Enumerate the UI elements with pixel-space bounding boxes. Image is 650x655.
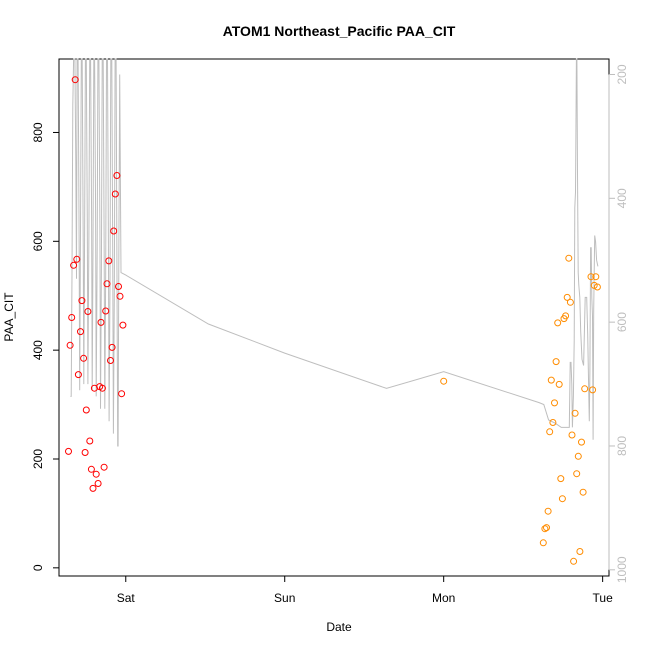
- x-axis: Sat Sun Mon Tue: [117, 575, 614, 605]
- chart-title: ATOM1 Northeast_Pacific PAA_CIT: [223, 23, 456, 39]
- data-point-series-2: [555, 380, 563, 388]
- data-point-series-2: [568, 431, 576, 439]
- y-axis: 0 200 400 600 800: [31, 122, 60, 571]
- data-point-series-1: [74, 371, 82, 379]
- y-tick-label: 200: [31, 449, 45, 469]
- data-point-series-1: [78, 297, 86, 305]
- data-point-series-2: [551, 399, 558, 407]
- depth-line: [70, 58, 599, 447]
- y-tick-label: 600: [31, 231, 45, 251]
- data-point-series-2: [541, 525, 549, 533]
- data-point-series-1: [102, 307, 110, 315]
- data-point-series-1: [77, 328, 84, 336]
- x-tick-label: Tue: [593, 591, 614, 605]
- x-tick-label: Sun: [274, 591, 295, 605]
- data-point-series-1: [115, 283, 122, 290]
- data-point-series-1: [70, 261, 78, 269]
- data-point-series-2: [579, 488, 587, 496]
- data-point-series-2: [566, 298, 574, 306]
- data-point-series-1: [84, 308, 92, 315]
- data-point-series-2: [549, 419, 557, 426]
- data-point-series-1: [98, 384, 106, 392]
- data-point-series-1: [80, 354, 88, 362]
- data-point-series-2: [574, 452, 582, 460]
- data-point-series-2: [592, 273, 600, 281]
- data-point-series-1: [116, 292, 124, 300]
- data-point-series-1: [105, 257, 113, 265]
- data-point-series-2: [576, 548, 584, 555]
- data-point-series-1: [97, 318, 105, 326]
- data-point-series-2: [546, 428, 554, 436]
- data-point-series-1: [71, 76, 79, 84]
- data-point-series-1: [86, 437, 94, 445]
- y-tick-label: 800: [31, 122, 45, 142]
- y2-tick-label: 600: [615, 312, 629, 332]
- data-point-series-1: [82, 406, 90, 414]
- y2-tick-label: 200: [615, 64, 629, 84]
- data-point-series-1: [68, 314, 76, 321]
- depth-line-layer: [70, 58, 599, 447]
- data-point-series-2: [587, 273, 595, 281]
- data-point-series-2: [578, 438, 585, 446]
- data-point-series-1: [100, 463, 108, 471]
- data-point-series-2: [544, 507, 552, 515]
- data-point-series-1: [65, 447, 72, 455]
- data-point-series-1: [111, 190, 119, 198]
- y-tick-label: 0: [31, 564, 45, 571]
- x-axis-label: Date: [326, 620, 352, 634]
- data-point-series-1: [81, 449, 89, 456]
- data-point-series-2: [589, 386, 597, 394]
- plot-frame: [58, 58, 610, 577]
- data-point-series-1: [103, 280, 111, 288]
- y2-tick-label: 400: [615, 188, 629, 208]
- data-point-series-2: [547, 376, 555, 384]
- data-point-series-2: [570, 557, 578, 565]
- data-point-series-1: [119, 321, 127, 329]
- data-point-series-2: [563, 293, 571, 301]
- y2-tick-label: 800: [615, 436, 629, 456]
- data-point-series-1: [73, 255, 81, 263]
- data-point-series-2: [440, 377, 448, 385]
- data-point-series-2: [581, 385, 589, 393]
- data-point-series-2: [543, 524, 550, 532]
- y2-tick-label: 1000: [615, 556, 629, 583]
- data-point-series-1: [87, 465, 95, 473]
- data-point-series-1: [89, 484, 97, 492]
- data-point-series-2: [565, 254, 573, 262]
- data-point-series-2: [558, 495, 566, 503]
- data-point-series-1: [113, 172, 121, 179]
- data-point-series-2: [552, 358, 560, 366]
- data-point-series-1: [118, 390, 126, 398]
- data-point-series-1: [92, 470, 100, 478]
- data-point-series-1: [110, 227, 118, 235]
- data-point-series-1: [66, 341, 74, 349]
- data-point-series-2: [539, 539, 547, 547]
- y-tick-label: 400: [31, 340, 45, 360]
- x-tick-label: Mon: [432, 591, 455, 605]
- data-point-series-1: [94, 480, 102, 487]
- data-point-series-2: [554, 319, 562, 327]
- data-point-series-2: [573, 470, 581, 478]
- y-axis-label: PAA_CIT: [2, 292, 16, 342]
- data-point-series-2: [571, 409, 579, 417]
- data-point-series-1: [107, 357, 114, 364]
- data-point-series-2: [557, 475, 565, 483]
- data-point-series-1: [108, 343, 116, 351]
- secondary-y-axis: 200 400 600 800 1000: [608, 64, 629, 583]
- data-point-series-2: [593, 283, 601, 291]
- x-tick-label: Sat: [117, 591, 136, 605]
- points-layer: [65, 76, 601, 565]
- data-point-series-2: [562, 312, 570, 320]
